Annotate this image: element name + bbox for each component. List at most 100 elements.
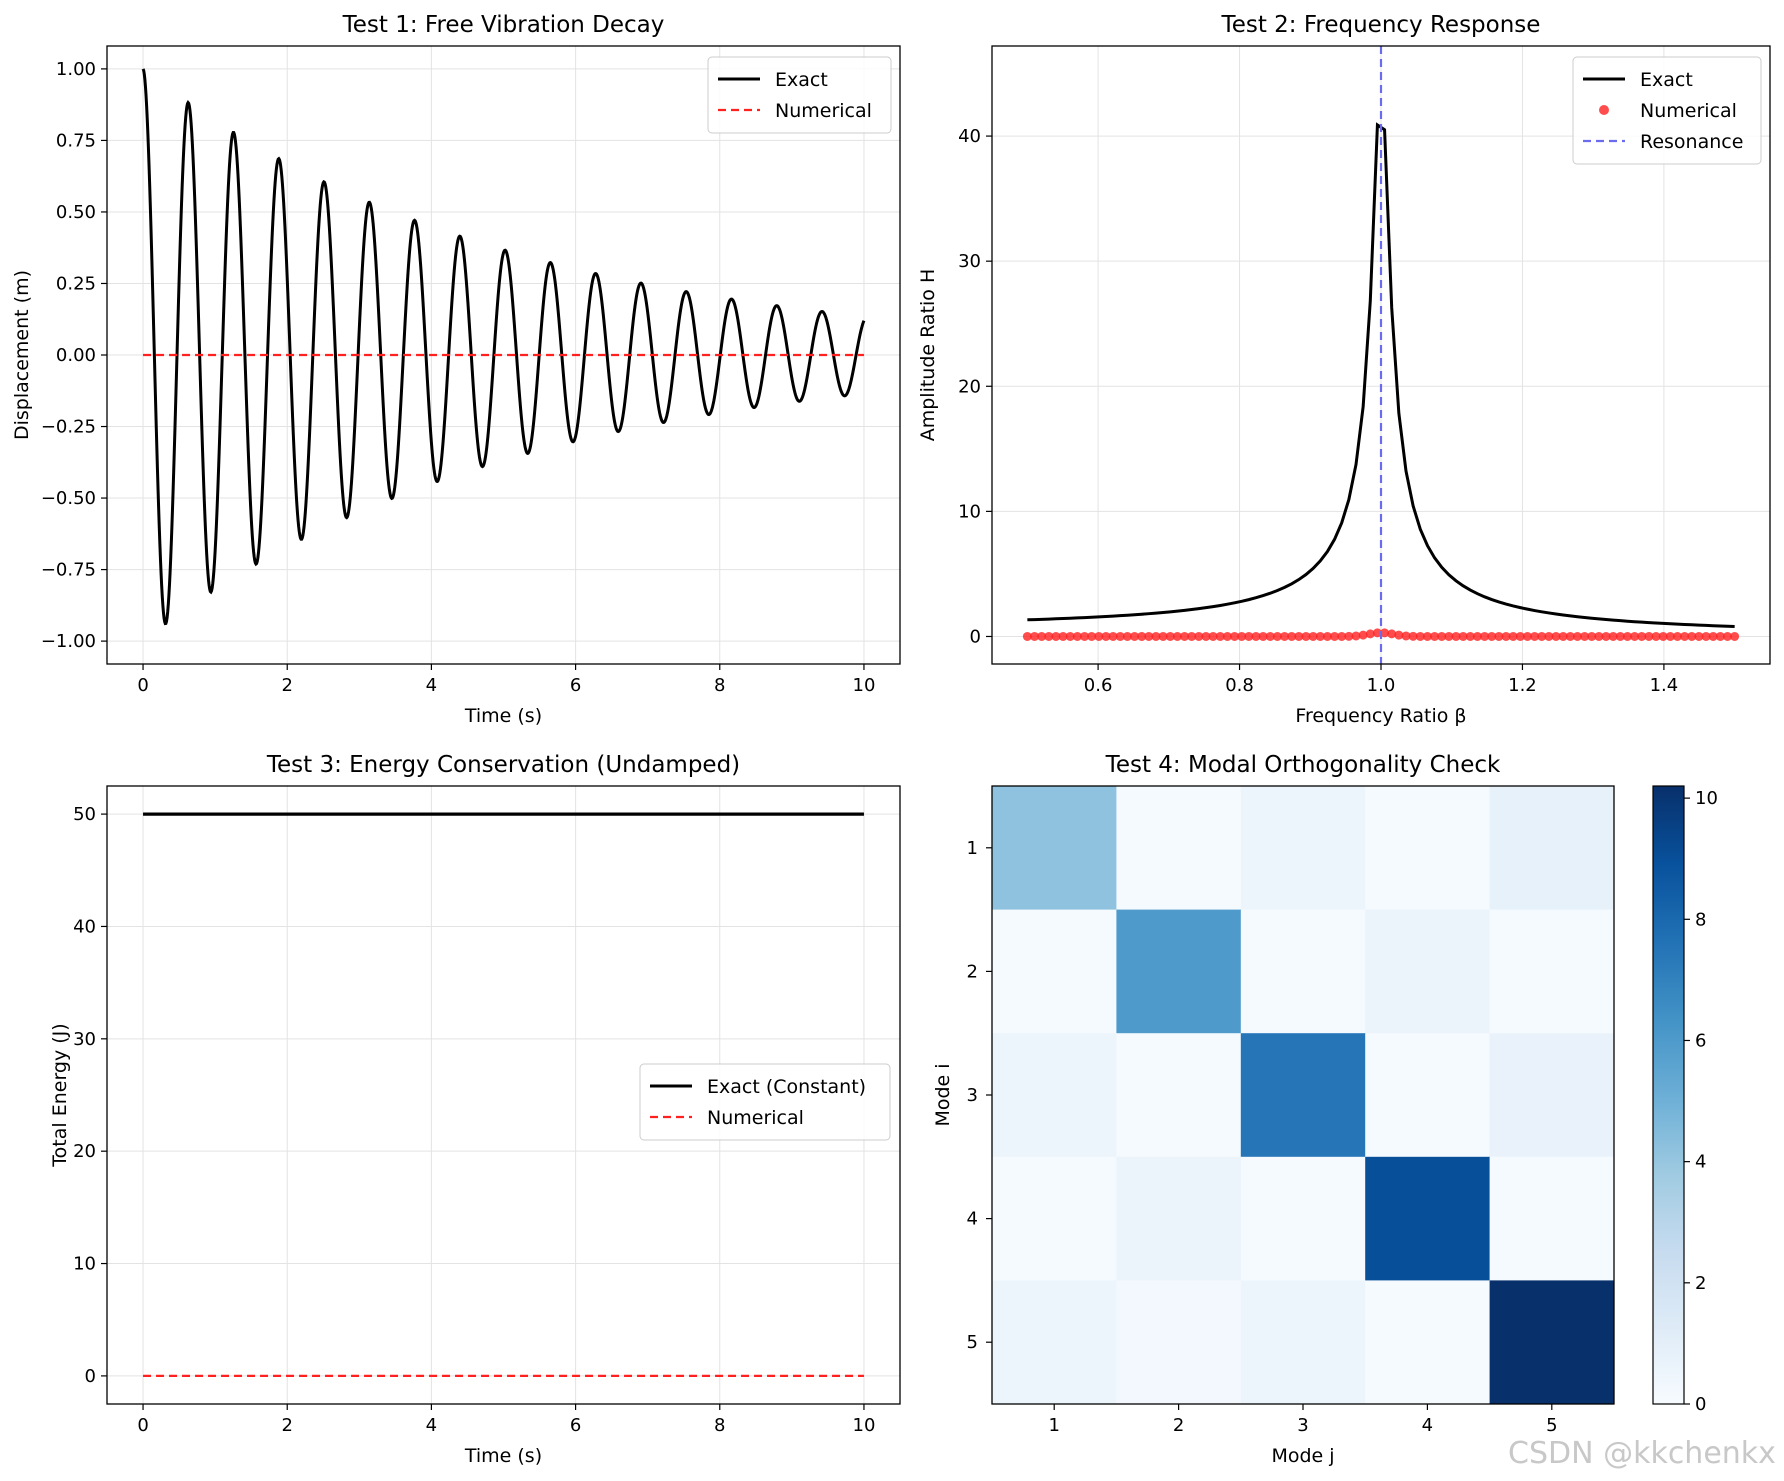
test3-legend-label-exact-constant-: Exact (Constant) (707, 1076, 866, 1098)
test4-colorbar-tick-label-0: 0 (1695, 1394, 1706, 1415)
test2-numerical-point-73 (1544, 631, 1554, 641)
test2-numerical-point-3 (1044, 631, 1054, 641)
test2-numerical-point-43 (1330, 631, 1340, 641)
test4-colorbar-tick-label-3: 6 (1695, 1030, 1706, 1051)
test2-numerical-point-53 (1401, 631, 1411, 641)
test2-numerical-point-48 (1365, 629, 1375, 639)
test3-xtick-label-3: 6 (570, 1415, 581, 1436)
test4-cell-5-3 (1240, 1280, 1366, 1405)
test4-cell-3-5 (1489, 1033, 1615, 1158)
test2-numerical-point-62 (1465, 631, 1475, 641)
test3-ytick-label-1: 10 (73, 1254, 96, 1275)
test2-xtick-label-0: 0.6 (1084, 675, 1113, 696)
test1-xlabel: Time (s) (464, 705, 542, 727)
test2-numerical-point-6 (1065, 631, 1075, 641)
test1-xtick-label-5: 10 (853, 675, 876, 696)
test2-numerical-point-93 (1687, 631, 1697, 641)
test2-numerical-point-72 (1537, 631, 1547, 641)
test2-ylabel: Amplitude Ratio H (917, 269, 939, 442)
test2-numerical-point-84 (1622, 631, 1632, 641)
test2-numerical-point-34 (1265, 631, 1275, 641)
test4-colorbar-tick-label-4: 8 (1695, 909, 1706, 930)
test3-legend-label-numerical: Numerical (707, 1107, 804, 1129)
test2-numerical-point-28 (1222, 631, 1232, 641)
test1-ytick-label-1: −0.75 (41, 560, 96, 581)
test2-numerical-point-39 (1301, 631, 1311, 641)
test2-numerical-point-27 (1215, 631, 1225, 641)
test2-numerical-point-25 (1201, 631, 1211, 641)
test2-numerical-point-51 (1387, 629, 1397, 639)
test4-title: Test 4: Modal Orthogonality Check (1105, 752, 1501, 778)
test2-series-numerical (1022, 628, 1740, 641)
test4-cell-5-2 (1116, 1280, 1242, 1405)
test4-panel: 1 2 3 4 5 1 2 3 4 5 Test 4: Modal Orthogonality Ch… (932, 752, 1718, 1467)
test2-xtick-label-3: 1.2 (1508, 675, 1537, 696)
test3-ytick-label-0: 0 (85, 1366, 96, 1387)
test2-numerical-point-10 (1094, 631, 1104, 641)
test2-numerical-point-95 (1701, 631, 1711, 641)
test2-numerical-point-36 (1280, 631, 1290, 641)
test2-numerical-point-89 (1658, 631, 1668, 641)
test2-ytick-label-2: 20 (958, 376, 981, 397)
test2-numerical-point-94 (1694, 631, 1704, 641)
test2-numerical-point-15 (1130, 631, 1140, 641)
test4-xtick-label-4: 5 (1546, 1415, 1557, 1436)
test4-ytick-label-4: 5 (967, 1332, 978, 1353)
test2-numerical-point-24 (1194, 631, 1204, 641)
test2-numerical-point-49 (1372, 628, 1382, 638)
test2-numerical-point-1 (1030, 631, 1040, 641)
test1-xtick-label-2: 4 (426, 675, 437, 696)
test4-cell-4-5 (1489, 1156, 1615, 1281)
test2-numerical-point-74 (1551, 631, 1561, 641)
test4-colorbar-tick-label-5: 10 (1695, 788, 1718, 809)
test4-ytick-label-0: 1 (967, 838, 978, 859)
test4-cell-3-2 (1116, 1033, 1242, 1158)
test2-legend-marker-numerical (1599, 105, 1609, 115)
test2-numerical-point-83 (1615, 631, 1625, 641)
test2-numerical-point-88 (1651, 631, 1661, 641)
test2-legend-label-exact: Exact (1640, 69, 1693, 91)
test4-cell-2-3 (1240, 909, 1366, 1034)
test4-xtick-label-1: 2 (1173, 1415, 1184, 1436)
test4-xtick-label-0: 1 (1048, 1415, 1059, 1436)
test2-numerical-point-32 (1251, 631, 1261, 641)
test2-numerical-point-55 (1415, 631, 1425, 641)
test4-cell-5-5 (1489, 1280, 1615, 1405)
test1-ytick-label-2: −0.50 (41, 488, 96, 509)
test3-panel: 0 2 4 6 8 10 0 10 20 30 40 50 Test 3: Energy Conserv… (49, 752, 901, 1467)
test3-ytick-label-3: 30 (73, 1029, 96, 1050)
test1-ytick-label-3: −0.25 (41, 417, 96, 438)
test2-numerical-point-0 (1022, 631, 1032, 641)
test2-numerical-point-80 (1594, 631, 1604, 641)
test4-ytick-label-2: 3 (967, 1085, 978, 1106)
test2-numerical-point-21 (1172, 631, 1182, 641)
test4-xtick-label-3: 4 (1422, 1415, 1433, 1436)
test3-xtick-label-4: 8 (714, 1415, 725, 1436)
test2-numerical-point-37 (1287, 631, 1297, 641)
test2-numerical-point-68 (1508, 631, 1518, 641)
test2-ytick-label-1: 10 (958, 501, 981, 522)
test4-cell-3-4 (1365, 1033, 1491, 1158)
test2-numerical-point-18 (1151, 631, 1161, 641)
test2-xtick-label-1: 0.8 (1225, 675, 1254, 696)
test2-numerical-point-9 (1087, 631, 1097, 641)
test1-ytick-label-0: −1.00 (41, 631, 96, 652)
test2-ytick-label-0: 0 (970, 626, 981, 647)
test4-cell-1-3 (1240, 786, 1366, 911)
test3-ytick-label-2: 20 (73, 1141, 96, 1162)
test4-cell-3-3 (1240, 1033, 1366, 1158)
test2-numerical-point-61 (1458, 631, 1468, 641)
test2-numerical-point-23 (1187, 631, 1197, 641)
test1-series-exact (141, 68, 866, 626)
test4-cell-2-5 (1489, 909, 1615, 1034)
test2-numerical-point-54 (1408, 631, 1418, 641)
test2-numerical-point-11 (1101, 631, 1111, 641)
test4-cell-1-4 (1365, 786, 1491, 911)
test4-cell-2-2 (1116, 909, 1242, 1034)
test2-numerical-point-87 (1644, 631, 1654, 641)
test2-numerical-point-57 (1430, 631, 1440, 641)
test2-numerical-point-63 (1472, 631, 1482, 641)
test4-xtick-label-2: 3 (1297, 1415, 1308, 1436)
test2-numerical-point-64 (1480, 631, 1490, 641)
